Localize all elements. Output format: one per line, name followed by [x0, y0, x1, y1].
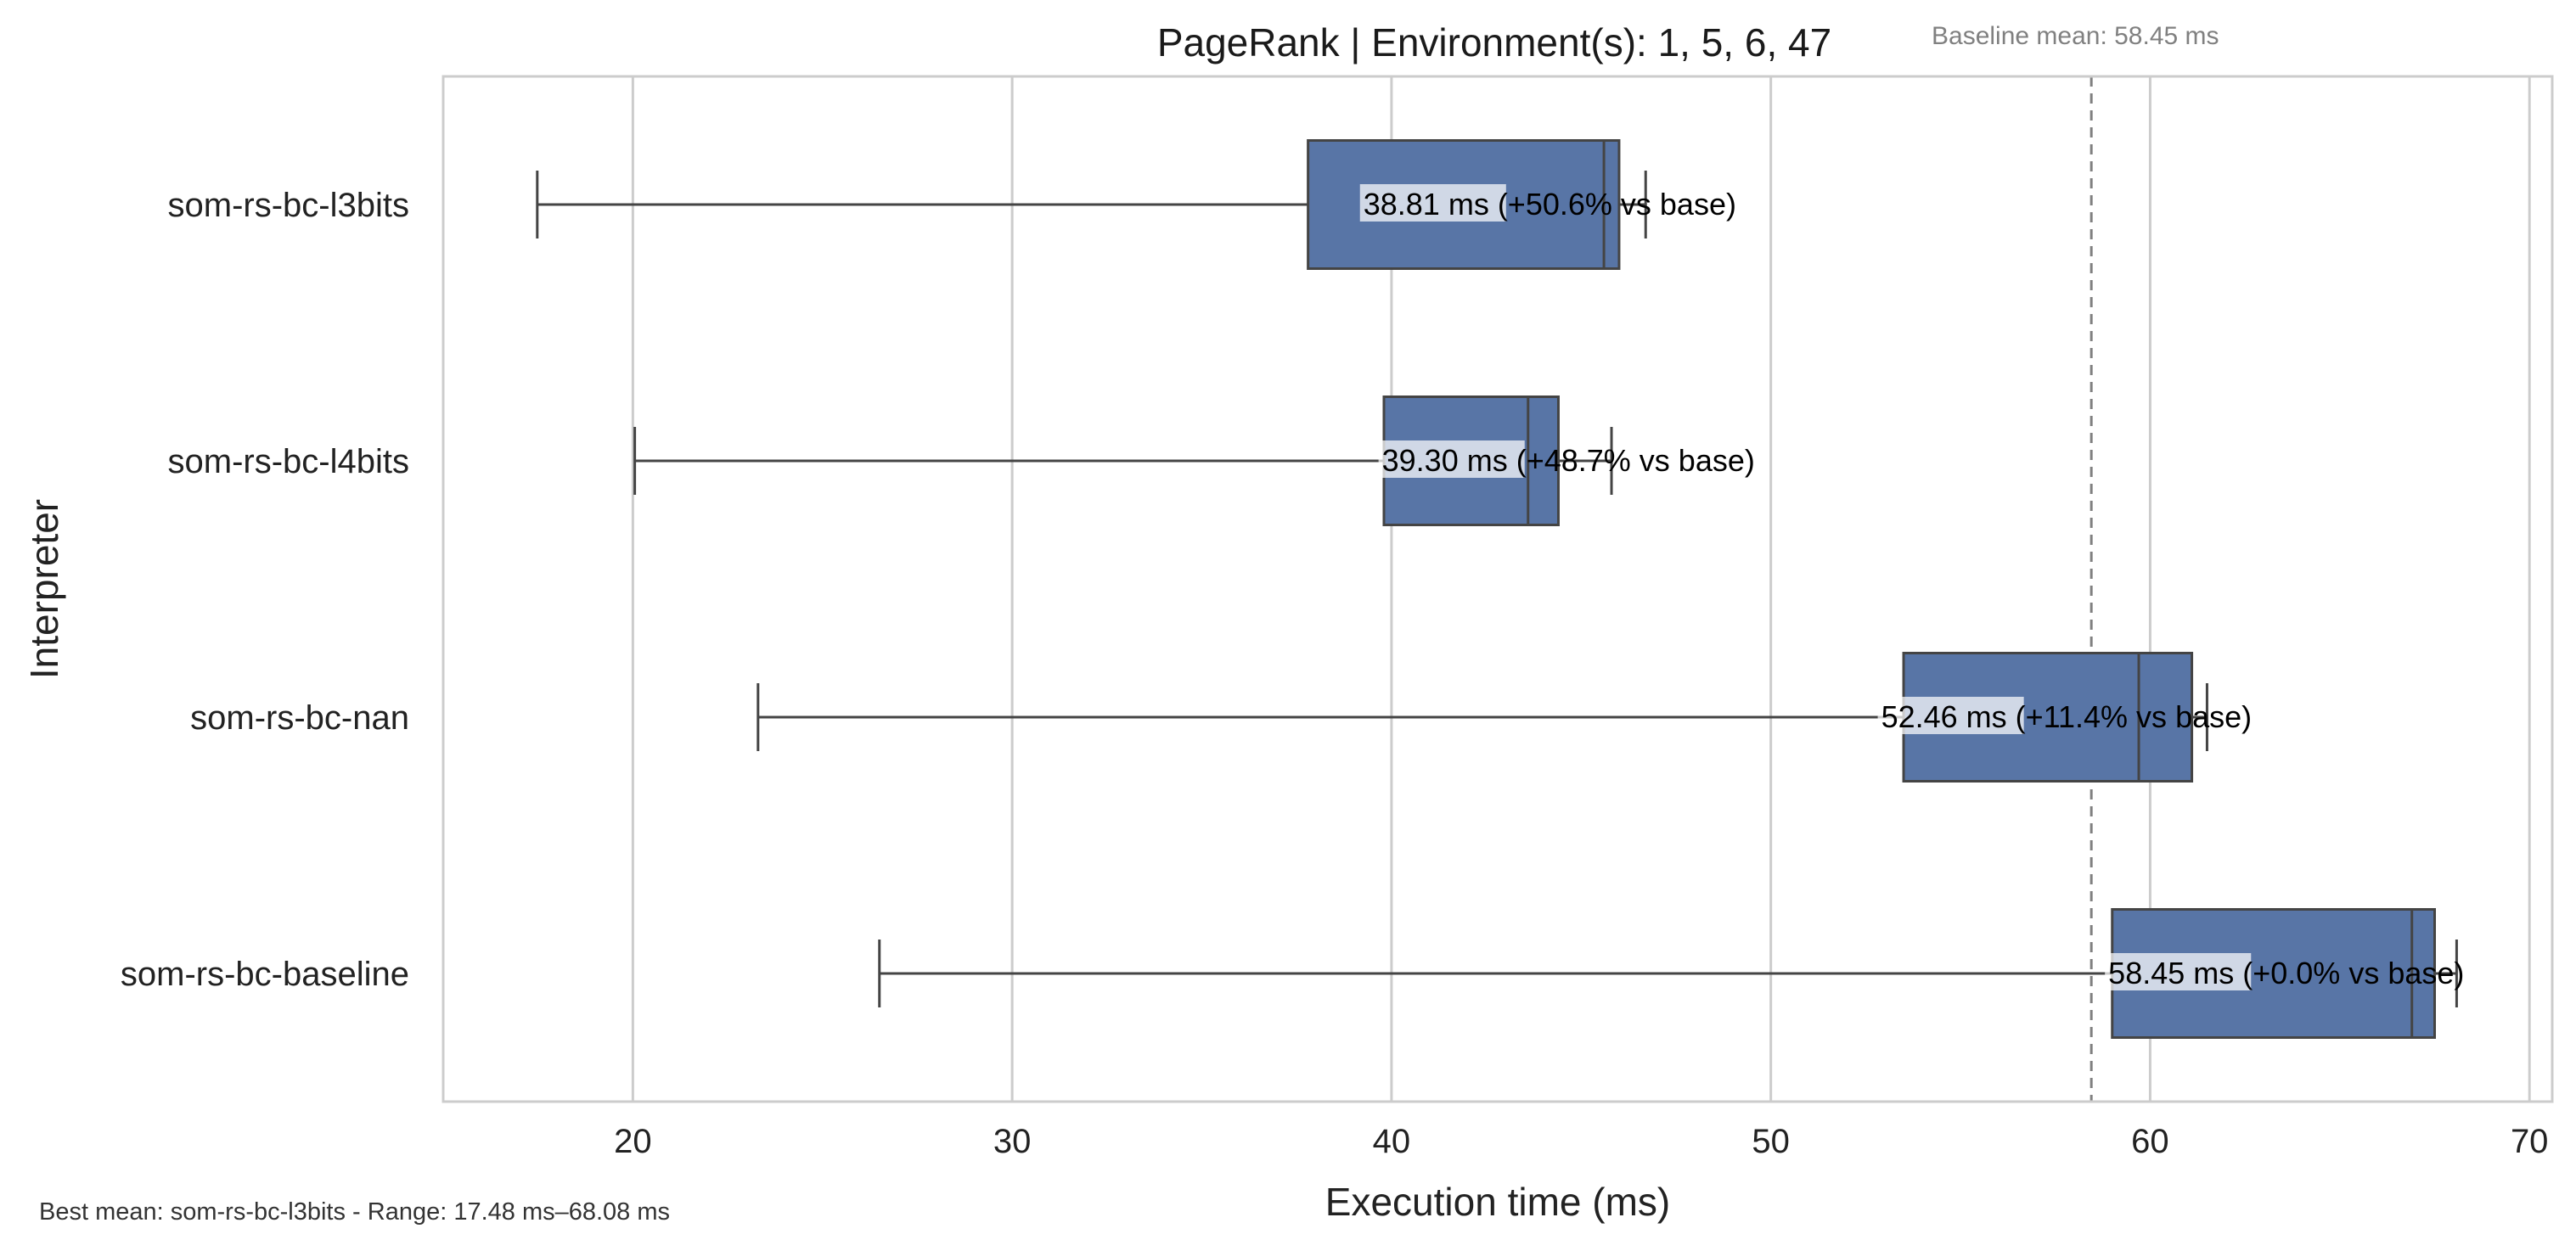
mean-label: 38.81 ms (+50.6% vs base): [1364, 187, 1736, 222]
y-tick-labels: som-rs-bc-l3bits som-rs-bc-l4bits som-rs-b…: [121, 187, 409, 993]
mean-label: 58.45 ms (+0.0% vs base): [2108, 956, 2464, 990]
footnote: Best mean: som-rs-bc-l3bits - Range: 17.…: [39, 1198, 670, 1226]
mean-annotation: 39.30 ms (+48.7% vs base): [1378, 440, 1755, 478]
chart-title: PageRank | Environment(s): 1, 5, 6, 47: [1157, 20, 1831, 65]
x-tick-labels: 20 30 40 50 60 70: [614, 1123, 2548, 1160]
annotation-background: [1359, 184, 1506, 222]
x-tick-label: 70: [2511, 1123, 2549, 1160]
y-axis-label: Interpreter: [22, 499, 66, 679]
y-tick-label: som-rs-bc-nan: [190, 699, 409, 737]
x-tick-label: 40: [1373, 1123, 1411, 1160]
box-som-rs-bc-l3bits: [536, 139, 1647, 270]
x-tick-label: 30: [993, 1123, 1032, 1160]
mean-label: 52.46 ms (+11.4% vs base): [1881, 699, 2253, 734]
baseline-mean-note: Baseline mean: 58.45 ms: [1932, 22, 2219, 50]
x-tick-label: 60: [2131, 1123, 2169, 1160]
box-annotations: 38.81 ms (+50.6% vs base) 39.30 ms (+48.7…: [1359, 184, 2464, 990]
mean-annotation: 52.46 ms (+11.4% vs base): [1877, 697, 2253, 734]
x-axis-label: Execution time (ms): [1325, 1180, 1670, 1224]
y-tick-label: som-rs-bc-l4bits: [168, 443, 409, 480]
plot-frame: [442, 75, 2554, 1103]
y-tick-label: som-rs-bc-l3bits: [168, 187, 409, 224]
annotation-background: [1877, 697, 2024, 734]
y-tick-label: som-rs-bc-baseline: [121, 956, 409, 993]
x-tick-label: 50: [1752, 1123, 1790, 1160]
mean-label: 39.30 ms (+48.7% vs base): [1382, 443, 1755, 478]
mean-annotation: 58.45 ms (+0.0% vs base): [2105, 953, 2464, 990]
annotation-background: [2105, 953, 2252, 990]
box-series: [536, 139, 2458, 1039]
mean-annotation: 38.81 ms (+50.6% vs base): [1359, 184, 1736, 222]
annotation-background: [1378, 440, 1525, 478]
x-tick-label: 20: [614, 1123, 652, 1160]
